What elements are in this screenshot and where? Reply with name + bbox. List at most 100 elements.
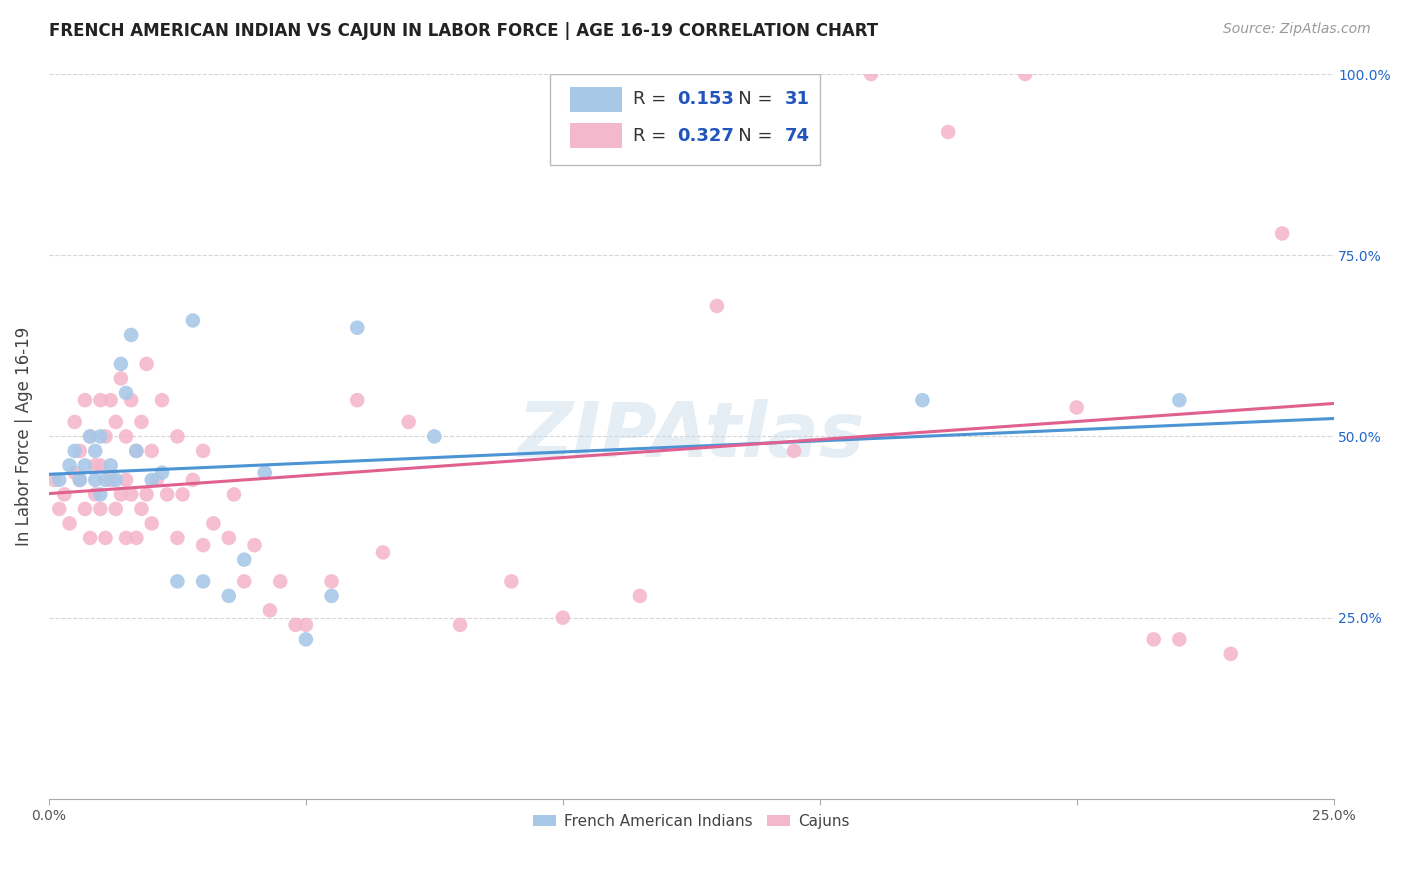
Point [135,357,157,371]
Point [911,393,934,408]
Point [63,466,86,480]
Point [1168,632,1191,647]
Point [141,444,163,458]
Point [84,458,107,473]
Point [100,458,122,473]
Point [150,393,173,408]
Point [269,574,291,589]
Text: R =: R = [634,127,672,145]
Point [125,444,148,458]
Point [94,531,117,545]
Point [628,589,651,603]
Text: 31: 31 [785,90,810,109]
Point [89,393,111,408]
Point [104,473,127,487]
Point [115,531,138,545]
Point [110,371,132,385]
Point [1066,401,1088,415]
Point [181,313,204,327]
Point [63,444,86,458]
Point [423,429,446,443]
Point [181,473,204,487]
Point [125,444,148,458]
Point [295,632,318,647]
Point [63,415,86,429]
Point [166,531,188,545]
Text: 74: 74 [785,127,810,145]
Point [501,574,523,589]
Point [89,502,111,516]
Point [69,473,91,487]
Point [79,429,101,443]
Point [73,393,96,408]
Point [141,516,163,531]
Text: R =: R = [634,90,672,109]
Point [125,531,148,545]
Text: ZIPAtlas: ZIPAtlas [517,400,865,474]
Point [110,357,132,371]
Point [110,487,132,501]
Point [48,502,70,516]
Y-axis label: In Labor Force | Age 16-19: In Labor Force | Age 16-19 [15,326,32,546]
Point [115,386,138,401]
Text: N =: N = [721,90,778,109]
Point [284,618,307,632]
Point [104,502,127,516]
Point [233,574,256,589]
Point [73,502,96,516]
Point [166,429,188,443]
FancyBboxPatch shape [571,123,621,148]
Point [253,466,276,480]
Point [172,487,194,501]
Point [1271,227,1294,241]
Point [94,429,117,443]
Point [89,458,111,473]
Point [218,531,240,545]
Point [84,444,107,458]
Point [346,320,368,334]
Point [551,610,574,624]
Text: Source: ZipAtlas.com: Source: ZipAtlas.com [1223,22,1371,37]
Point [259,603,281,617]
Point [53,487,76,501]
Point [1168,393,1191,408]
Point [146,473,169,487]
Point [1143,632,1166,647]
Point [48,473,70,487]
Point [100,473,122,487]
Point [58,458,80,473]
Point [166,574,188,589]
Point [706,299,728,313]
Point [449,618,471,632]
Point [202,516,225,531]
Point [222,487,245,501]
Point [89,487,111,501]
Point [346,393,368,408]
Point [1219,647,1241,661]
Point [79,531,101,545]
Point [150,466,173,480]
Point [141,473,163,487]
Point [84,487,107,501]
Point [321,589,343,603]
Point [295,618,318,632]
Point [398,415,420,429]
Point [191,444,214,458]
Point [371,545,394,559]
Point [58,516,80,531]
Point [191,574,214,589]
Point [860,67,883,81]
Point [131,415,153,429]
FancyBboxPatch shape [571,87,621,112]
Point [69,444,91,458]
Point [321,574,343,589]
Point [120,328,142,343]
Point [120,393,142,408]
Text: FRENCH AMERICAN INDIAN VS CAJUN IN LABOR FORCE | AGE 16-19 CORRELATION CHART: FRENCH AMERICAN INDIAN VS CAJUN IN LABOR… [49,22,879,40]
Point [233,552,256,566]
Point [135,487,157,501]
Point [120,487,142,501]
Point [115,473,138,487]
Point [243,538,266,552]
Point [191,538,214,552]
